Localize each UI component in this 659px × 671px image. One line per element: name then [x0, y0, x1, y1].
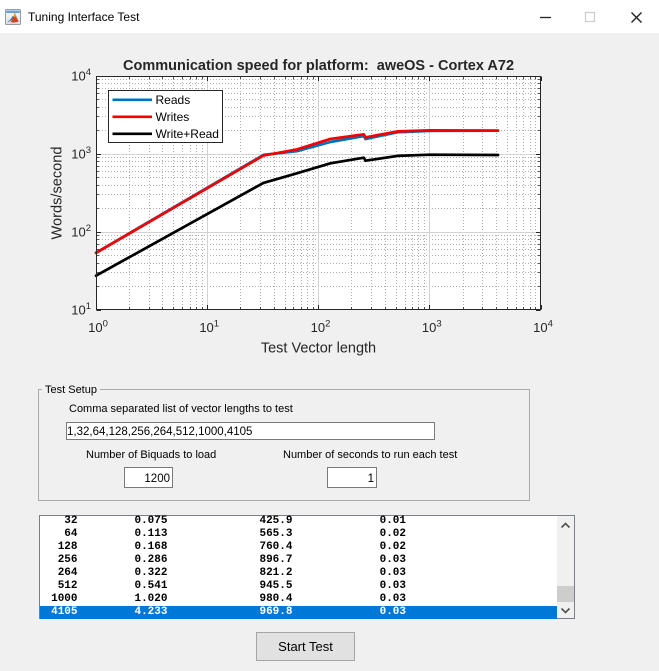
svg-text:104: 104 — [533, 319, 553, 336]
svg-text:101: 101 — [199, 319, 219, 336]
svg-text:103: 103 — [422, 319, 442, 336]
svg-text:104: 104 — [71, 67, 91, 84]
svg-text:Write+Read: Write+Read — [156, 127, 219, 141]
svg-text:Words/second: Words/second — [50, 146, 66, 239]
svg-text:103: 103 — [71, 145, 91, 162]
svg-text:Test Vector length: Test Vector length — [261, 341, 376, 357]
svg-text:Writes: Writes — [156, 110, 190, 124]
svg-text:102: 102 — [71, 223, 91, 240]
svg-text:Communication speed for platfo: Communication speed for platform: aweOS … — [123, 58, 514, 74]
svg-text:101: 101 — [71, 301, 91, 318]
svg-text:100: 100 — [88, 319, 108, 336]
svg-text:102: 102 — [311, 319, 331, 336]
svg-text:Reads: Reads — [156, 93, 191, 107]
